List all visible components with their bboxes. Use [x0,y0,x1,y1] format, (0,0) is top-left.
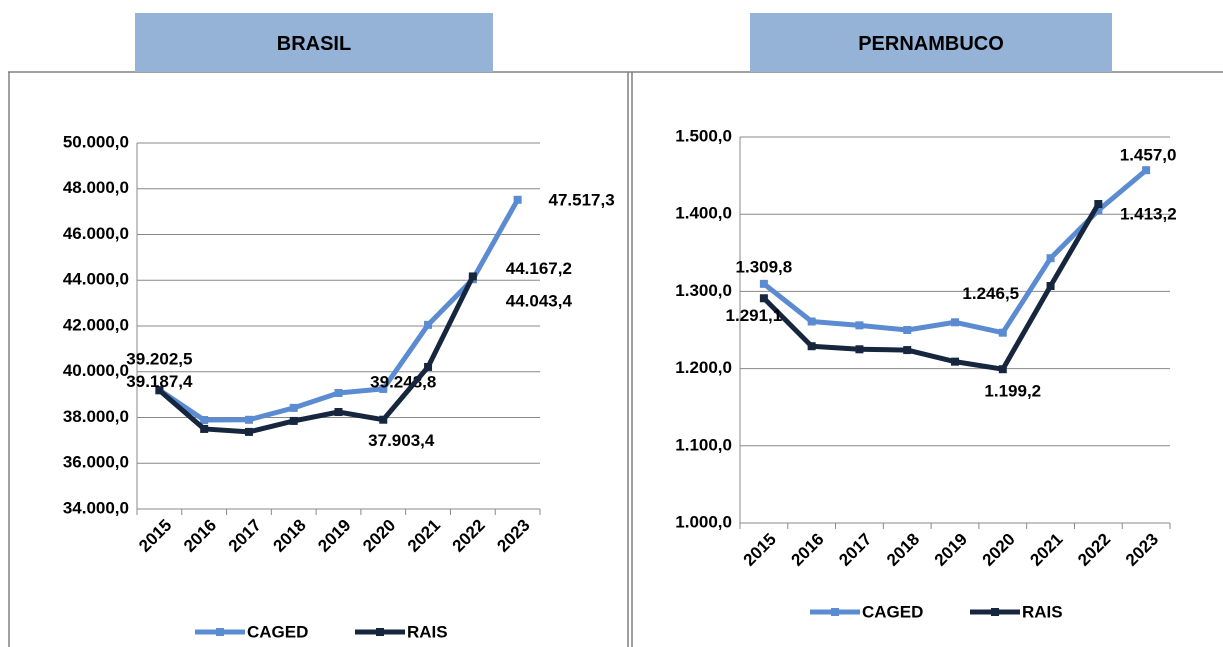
data-point [951,318,959,327]
data-point [951,357,959,366]
data-point [1094,200,1103,209]
legend-marker [216,628,224,636]
data-point [424,362,433,371]
y-tick-label: 40.000,0 [63,361,129,380]
data-point [903,326,912,334]
x-tick-label: 2019 [314,516,354,556]
chart-title: BRASIL [277,33,351,55]
data-point [334,389,343,398]
data-point [379,384,388,393]
y-tick-label: 1.300,0 [675,281,732,300]
x-tick-label: 2020 [979,530,1019,570]
data-point [1142,166,1151,175]
title-box [750,13,1112,72]
data-label: 44.043,4 [506,292,573,311]
data-point [855,345,864,354]
data-point [1094,206,1103,215]
legend-marker [376,628,384,636]
x-tick-label: 2017 [835,530,875,570]
data-point [998,365,1007,374]
x-tick-label: 2016 [180,516,220,556]
y-tick-label: 1.400,0 [675,204,732,223]
data-point [807,342,816,351]
x-tick-label: 2016 [787,530,827,570]
data-point [379,415,388,424]
data-point [513,195,522,204]
data-point [200,416,209,425]
y-tick-label: 34.000,0 [63,498,129,517]
data-point [289,416,298,425]
legend-label: RAIS [407,622,448,641]
y-tick-label: 1.500,0 [675,126,732,145]
data-label: 1.413,2 [1120,204,1177,223]
x-tick-label: 2022 [1074,530,1114,570]
y-tick-label: 46.000,0 [63,224,129,243]
data-label: 37.903,4 [368,431,435,450]
y-tick-label: 1.100,0 [675,435,732,454]
data-point [289,403,298,412]
data-label: 1.199,2 [984,382,1041,401]
y-tick-label: 38.000,0 [63,407,129,426]
x-tick-label: 2021 [1026,530,1066,570]
data-point [468,272,477,281]
data-point [1046,254,1055,263]
series-line [762,202,1101,372]
data-point [244,427,253,436]
y-tick-label: 48.000,0 [63,178,129,197]
x-tick-label: 2015 [135,516,175,556]
title-box [135,13,493,72]
legend-label: RAIS [1022,602,1063,621]
x-tick-label: 2020 [359,516,399,556]
data-point [155,386,164,395]
series-line [762,168,1148,336]
y-tick-label: 50.000,0 [63,132,129,151]
y-tick-label: 42.000,0 [63,315,129,334]
data-label: 1.291,1 [726,306,783,325]
data-label: 44.167,2 [506,259,572,278]
data-label: 1.246,5 [962,284,1019,303]
legend-label: CAGED [862,602,923,621]
y-tick-label: 44.000,0 [63,270,129,289]
chart-title: PERNAMBUCO [858,33,1004,55]
x-tick-label: 2015 [740,530,780,570]
y-tick-label: 1.000,0 [675,512,732,531]
data-point [998,328,1007,337]
x-tick-label: 2021 [404,516,444,556]
x-tick-label: 2023 [1122,530,1162,570]
data-label: 39.248,8 [370,372,436,391]
data-point [903,346,912,355]
y-tick-label: 36.000,0 [63,453,129,472]
data-point [200,424,209,433]
series-line [157,275,476,435]
data-point [759,279,768,288]
data-label: 39.187,4 [126,372,193,391]
data-point [244,415,253,424]
legend-marker [831,608,839,616]
x-tick-label: 2018 [883,530,923,570]
data-point [334,408,343,417]
x-tick-label: 2019 [931,530,971,570]
data-label: 1.309,8 [736,257,793,276]
x-tick-label: 2023 [493,516,533,556]
x-tick-label: 2017 [225,516,265,556]
data-point [759,294,768,303]
data-label: 47.517,3 [549,190,615,209]
legend-marker [991,608,999,616]
data-point [855,321,864,330]
legend-label: CAGED [247,622,308,641]
data-point [807,317,816,326]
data-point [424,320,433,329]
y-tick-label: 1.200,0 [675,358,732,377]
data-label: 1.457,0 [1120,146,1177,165]
data-point [1046,281,1055,290]
x-tick-label: 2022 [449,516,489,556]
data-label: 39.202,5 [126,349,192,368]
series-line [157,198,520,423]
x-tick-label: 2018 [270,516,310,556]
